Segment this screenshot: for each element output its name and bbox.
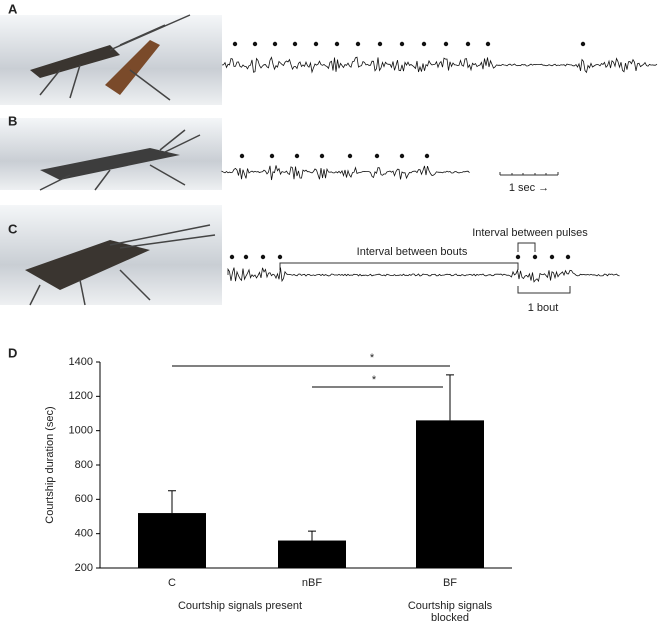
pulse-dot — [515, 254, 521, 260]
significance-label: * — [370, 352, 375, 364]
pulse-dot — [399, 41, 405, 47]
panel-label: D — [8, 345, 17, 360]
pulse-dot — [292, 41, 298, 47]
pulse-dot — [549, 254, 555, 260]
scale-bar — [499, 172, 559, 176]
pulse-dot — [232, 41, 238, 47]
panel-label: C — [8, 221, 18, 236]
group-label: Courtship signals present — [177, 600, 303, 612]
x-tick-label: nBF — [302, 577, 322, 589]
pulse-dot — [229, 254, 235, 260]
x-tick-label: C — [168, 577, 176, 589]
pulse-dot — [260, 254, 266, 260]
photo-a — [0, 14, 222, 105]
scale-bar-label: 1 sec → — [509, 182, 549, 194]
bar — [278, 540, 346, 568]
x-tick-label: BF — [443, 577, 457, 589]
panel-label: A — [8, 1, 18, 16]
pulse-dot — [421, 41, 427, 47]
y-axis-label: Courtship duration (sec) — [44, 406, 56, 523]
photo-c — [0, 205, 222, 306]
bar — [416, 420, 484, 568]
y-tick-label: 200 — [75, 562, 93, 574]
bracket — [279, 262, 519, 270]
group-label: Courtship signals blocked — [407, 600, 493, 624]
pulse-dot — [443, 41, 449, 47]
pulse-dot — [580, 41, 586, 47]
y-tick-label: 1400 — [69, 356, 93, 368]
pulse-dot — [313, 41, 319, 47]
pulse-dot — [355, 41, 361, 47]
panel-label: B — [8, 113, 17, 128]
y-tick-label: 1000 — [69, 425, 93, 437]
pulse-dot — [424, 153, 430, 159]
error-bar — [446, 374, 454, 421]
pulse-dot — [243, 254, 249, 260]
pulse-dot — [374, 153, 380, 159]
pulse-dot — [377, 41, 383, 47]
y-tick-label: 400 — [75, 528, 93, 540]
pulse-dot — [252, 41, 258, 47]
pulse-dot — [532, 254, 538, 260]
waveform — [221, 165, 470, 181]
pulse-dot — [272, 41, 278, 47]
pulse-dot — [334, 41, 340, 47]
error-bar — [168, 490, 176, 514]
pulse-dot — [269, 153, 275, 159]
error-bar — [308, 530, 316, 541]
bracket — [517, 286, 571, 294]
pulse-dot — [319, 153, 325, 159]
annotation: Interval between bouts — [357, 246, 468, 258]
y-tick-label: 1200 — [69, 390, 93, 402]
annotation: 1 bout — [528, 302, 559, 314]
pulse-dot — [565, 254, 571, 260]
pulse-dot — [485, 41, 491, 47]
y-tick-label: 600 — [75, 493, 93, 505]
bracket — [517, 242, 536, 252]
pulse-dot — [239, 153, 245, 159]
waveform — [227, 267, 620, 283]
pulse-dot — [347, 153, 353, 159]
significance-label: * — [372, 374, 377, 386]
pulse-dot — [294, 153, 300, 159]
waveform — [221, 56, 658, 74]
pulse-dot — [399, 153, 405, 159]
annotation: Interval between pulses — [472, 227, 588, 239]
pulse-dot — [277, 254, 283, 260]
bar — [138, 513, 206, 568]
y-tick-label: 800 — [75, 459, 93, 471]
pulse-dot — [465, 41, 471, 47]
photo-b — [0, 118, 222, 191]
